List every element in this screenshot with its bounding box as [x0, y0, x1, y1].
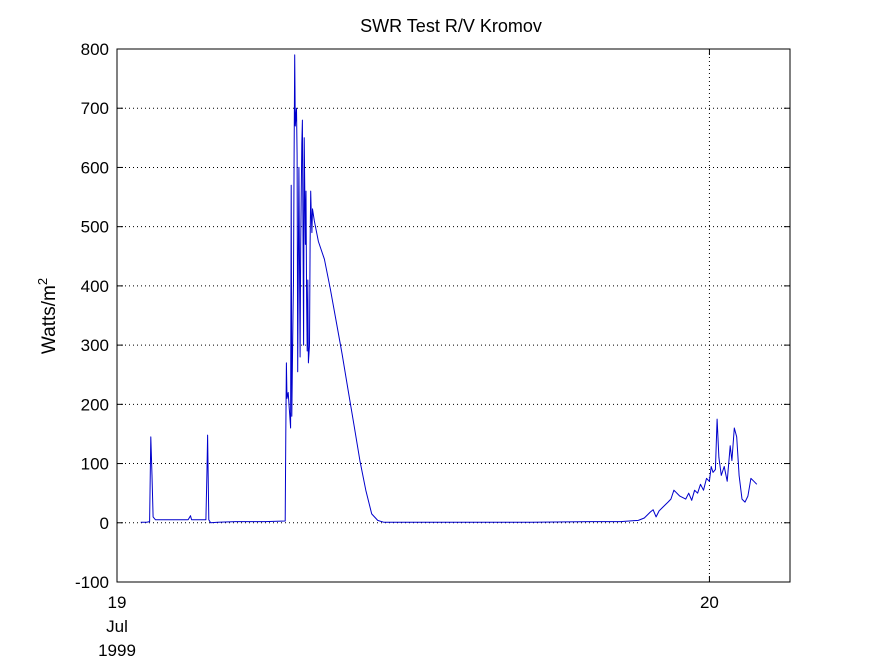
- y-tick-label: 0: [100, 514, 109, 533]
- chart-title: SWR Test R/V Kromov: [360, 16, 542, 36]
- x-tick-label: Jul: [106, 617, 128, 636]
- y-tick-label: 800: [81, 40, 109, 59]
- x-tick-label: 1999: [98, 641, 136, 656]
- x-tick-label: 19: [108, 593, 127, 612]
- axis-ticks: -100 0 100 200 300 400 500 600 700 800 19 Jul 1999 20: [75, 40, 790, 656]
- x-tick-label: 20: [700, 593, 719, 612]
- y-axis-label: Watts/m2: [35, 278, 60, 354]
- grid-lines: [116, 49, 790, 582]
- y-tick-label: 300: [81, 336, 109, 355]
- y-axis-label-base: Watts/m: [39, 285, 60, 354]
- y-tick-label: 500: [81, 218, 109, 237]
- series-line-0: [140, 54, 758, 524]
- y-tick-label: 700: [81, 99, 109, 118]
- y-tick-label: 100: [81, 455, 109, 474]
- series-layer: [140, 54, 758, 524]
- plot-area-frame: [116, 48, 791, 583]
- y-tick-label: 400: [81, 277, 109, 296]
- y-tick-label: 600: [81, 158, 109, 177]
- y-axis-label-superscript: 2: [35, 278, 50, 285]
- y-tick-label: -100: [75, 573, 109, 592]
- y-tick-label: 200: [81, 395, 109, 414]
